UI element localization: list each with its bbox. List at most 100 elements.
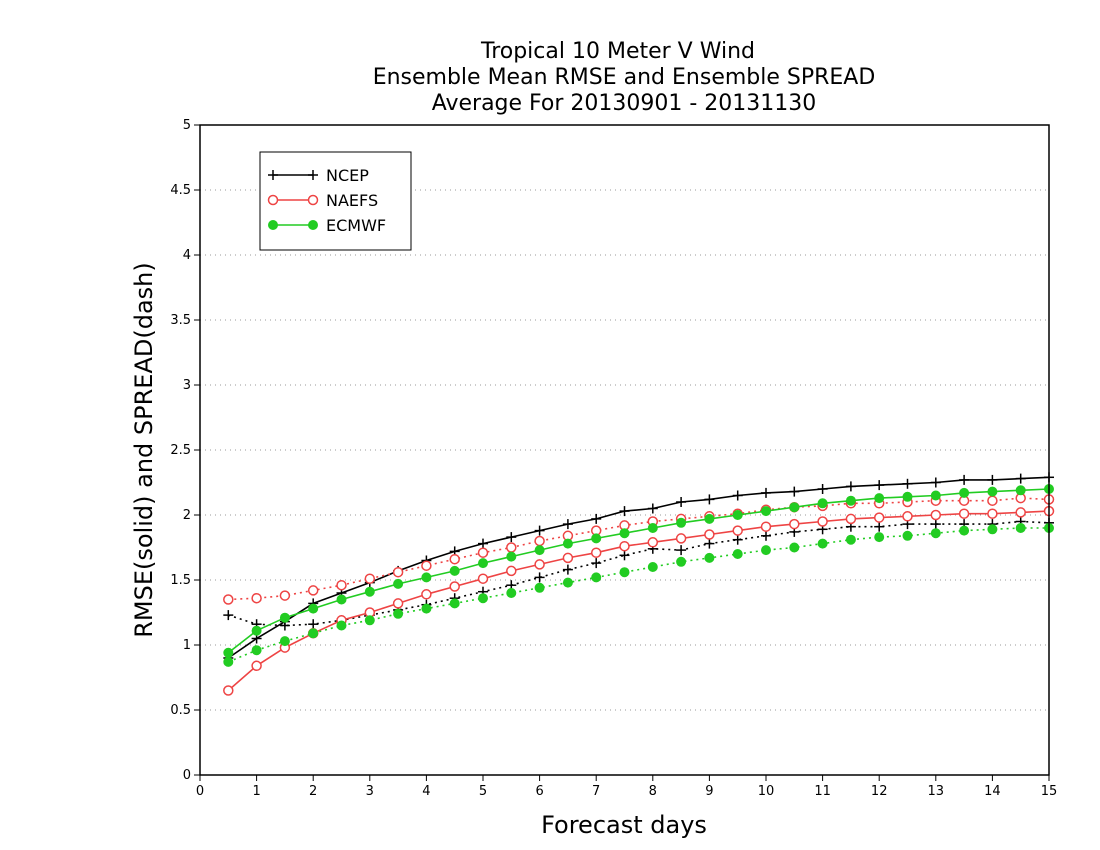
naefs-spread-point-8 (449, 553, 460, 565)
naefs-rmse-point-6 (392, 598, 404, 609)
ncep-rmse-point-14 (619, 506, 630, 517)
x-tick-label-4: 4 (422, 784, 430, 799)
naefs-rmse-point-16 (675, 533, 687, 544)
naefs-rmse-point-8 (449, 581, 460, 592)
y-tick-label-3: 1.5 (170, 573, 191, 588)
ecmwf-rmse-point-11 (534, 545, 545, 556)
ecmwf-spread-point-10 (506, 588, 517, 598)
ecmwf-spread-point-28 (1015, 523, 1026, 533)
ecmwf-rmse-point-23 (874, 493, 885, 504)
ecmwf-spread-point-18 (732, 549, 743, 559)
ecmwf-rmse-point-10 (506, 551, 517, 562)
ecmwf-rmse-point-26 (959, 487, 970, 498)
y-tick-label-2: 1 (183, 638, 191, 653)
naefs-rmse-point-22 (845, 513, 857, 525)
naefs-rmse-point-19 (760, 521, 772, 532)
naefs-spread-point-2 (279, 590, 291, 601)
naefs-spread-line (228, 497, 1050, 601)
naefs-rmse-point-12 (562, 552, 574, 564)
ecmwf-rmse-point-1 (251, 625, 262, 636)
ecmwf-rmse-point-3 (308, 603, 319, 614)
naefs-spread-point-1 (251, 592, 262, 604)
naefs-rmse-point-26 (958, 508, 970, 519)
legend-ncep-label: NCEP (326, 166, 369, 185)
ncep-rmse-point-17 (704, 494, 715, 505)
y-tick-label-5: 2.5 (170, 443, 191, 458)
ncep-spread-point-18 (732, 534, 743, 545)
naefs-spread-point-9 (477, 547, 489, 558)
naefs-rmse-point-21 (817, 516, 828, 527)
gridlines (200, 189, 1049, 711)
ncep-rmse-point-20 (789, 486, 800, 497)
ecmwf-rmse-point-6 (393, 578, 404, 589)
ncep-rmse-point-25 (930, 477, 941, 488)
ecmwf-spread-point-12 (562, 577, 573, 588)
ncep-spread-point-17 (704, 538, 715, 549)
x-axis-title: Forecast days (541, 811, 707, 839)
y-tick-label-0: 0 (183, 768, 191, 783)
ecmwf-rmse-point-16 (676, 517, 687, 528)
x-tick-label-1: 1 (252, 784, 260, 799)
title-line-2: Ensemble Mean RMSE and Ensemble SPREAD (373, 65, 876, 90)
ncep-spread-point-11 (534, 572, 545, 583)
ecmwf-rmse-point-12 (562, 538, 573, 549)
x-tick-label-3: 3 (366, 784, 374, 799)
ecmwf-rmse-point-2 (279, 612, 290, 623)
ncep-rmse-point-24 (902, 478, 913, 489)
ecmwf-spread-point-26 (959, 525, 970, 536)
ncep-rmse-point-15 (647, 503, 658, 514)
ecmwf-rmse-line (227, 488, 1050, 654)
naefs-rmse-point-11 (534, 559, 545, 570)
x-tick-label-5: 5 (479, 784, 487, 799)
ncep-spread-point-19 (761, 530, 771, 541)
ncep-rmse-point-13 (591, 513, 602, 524)
chart-title: Tropical 10 Meter V Wind Ensemble Mean R… (373, 39, 876, 116)
ncep-rmse-point-19 (761, 487, 771, 498)
ncep-spread-point-16 (676, 545, 687, 556)
legend-naefs-marker-right (307, 194, 319, 206)
ncep-rmse-point-18 (732, 490, 743, 501)
ncep-rmse-line (227, 476, 1050, 659)
naefs-rmse-point-10 (506, 565, 517, 577)
ecmwf-spread-point-3 (308, 628, 319, 639)
legend-box (259, 151, 412, 251)
ecmwf-rmse-point-4 (336, 594, 347, 605)
ecmwf-rmse-point-17 (704, 513, 715, 524)
ecmwf-spread-point-14 (619, 567, 630, 578)
naefs-rmse-point-24 (902, 511, 913, 522)
legend-ncep-marker-left (268, 170, 278, 180)
x-tick-label-9: 9 (705, 784, 713, 799)
naefs-rmse-point-17 (704, 529, 715, 540)
ecmwf-rmse-point-24 (902, 491, 913, 502)
ncep-spread-point-12 (562, 564, 573, 575)
ecmwf-spread-point-17 (704, 552, 715, 563)
title-line-1: Tropical 10 Meter V Wind (480, 39, 755, 64)
ecmwf-spread-point-1 (251, 645, 262, 656)
ecmwf-rmse-point-27 (987, 486, 998, 497)
ecmwf-rmse-point-5 (364, 586, 375, 597)
y-tick-label-10: 5 (183, 118, 191, 133)
ncep-spread-point-3 (308, 619, 319, 630)
x-tick-label-8: 8 (649, 784, 657, 799)
naefs-spread-point-0 (223, 594, 234, 605)
ecmwf-rmse-point-25 (930, 490, 941, 501)
ecmwf-spread-point-11 (534, 582, 545, 593)
ecmwf-rmse-point-14 (619, 528, 630, 539)
ecmwf-rmse-point-8 (449, 565, 460, 576)
ncep-rmse-point-26 (959, 474, 970, 485)
ecmwf-spread-point-0 (223, 656, 234, 667)
ncep-rmse-point-27 (987, 474, 998, 485)
y-tick-label-4: 2 (183, 508, 191, 523)
y-tick-label-6: 3 (183, 378, 191, 393)
ecmwf-rmse-point-28 (1015, 485, 1026, 496)
ecmwf-spread-line (227, 527, 1049, 663)
ecmwf-spread-point-5 (364, 615, 375, 626)
ncep-spread-point-23 (874, 521, 885, 532)
ncep-spread-point-0 (223, 610, 234, 621)
ecmwf-rmse-point-22 (845, 495, 856, 506)
y-tick-label-8: 4 (183, 248, 191, 263)
ecmwf-spread-point-16 (676, 556, 687, 567)
ecmwf-rmse-point-20 (789, 502, 800, 513)
ncep-spread-point-25 (930, 519, 941, 530)
naefs-rmse-point-28 (1015, 507, 1026, 518)
